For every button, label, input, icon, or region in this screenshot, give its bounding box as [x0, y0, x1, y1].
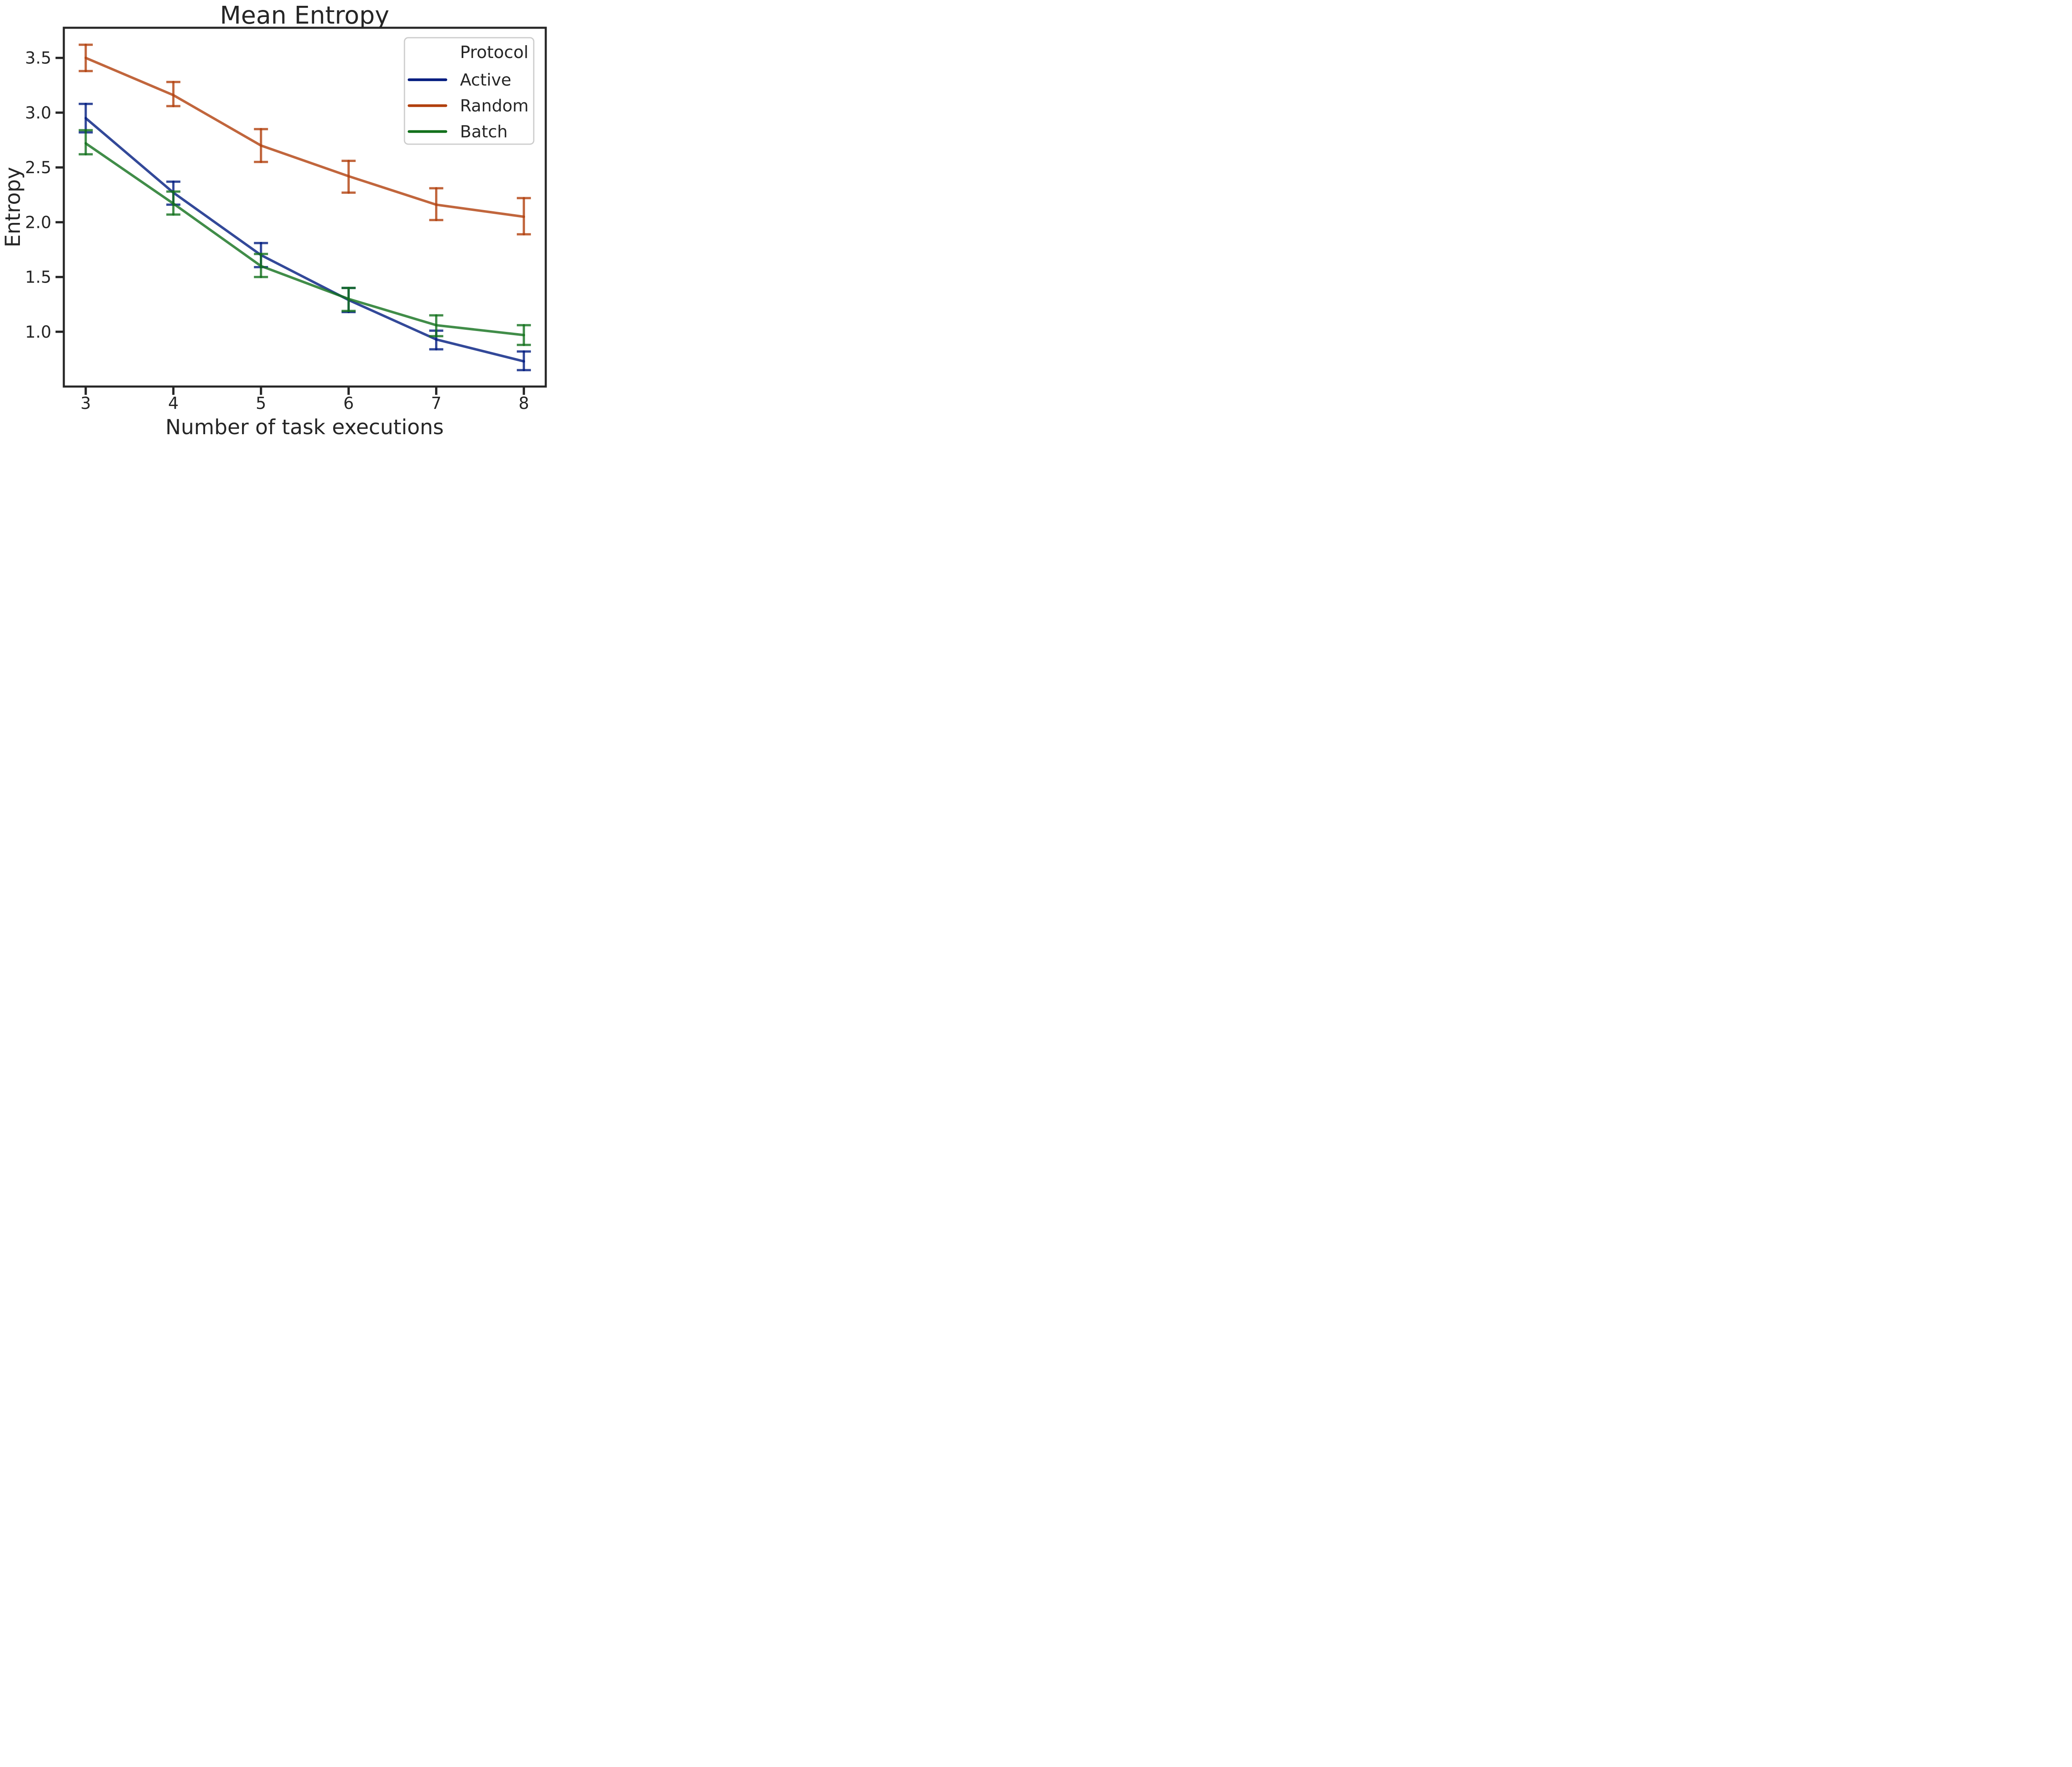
legend-item-random: Random — [407, 97, 529, 116]
legend-label-batch: Batch — [460, 123, 508, 142]
legend-item-batch: Batch — [407, 123, 508, 142]
x-tick-label: 3 — [80, 394, 91, 413]
legend: Protocol Active Random Batch — [404, 37, 535, 145]
y-tick-label: 1.5 — [25, 268, 51, 287]
line-chart: 3 4 5 6 7 8 3.5 3.0 2.5 2.0 1.5 1.0 Mean Entropy Nu… — [1, 1, 547, 439]
x-tick-label: 8 — [518, 394, 529, 413]
legend-title: Protocol — [460, 42, 528, 62]
y-tick-label: 2.0 — [25, 213, 51, 232]
y-axis-label: Entropy — [1, 167, 25, 247]
series-line-batch — [84, 142, 525, 336]
y-tick-label: 3.0 — [25, 104, 51, 123]
legend-box — [404, 37, 535, 145]
series-line-random — [84, 56, 525, 218]
series-line-active — [84, 117, 525, 363]
x-axis-label: Number of task executions — [165, 415, 444, 439]
y-tick-label: 3.5 — [25, 49, 51, 68]
series-batch — [78, 129, 531, 346]
data-series — [78, 44, 531, 372]
x-tick-label: 6 — [344, 394, 354, 413]
x-tick-label: 7 — [431, 394, 441, 413]
figure: 3 4 5 6 7 8 3.5 3.0 2.5 2.0 1.5 1.0 Mean Entropy Nu… — [0, 0, 551, 442]
y-tick-label: 1.0 — [25, 323, 51, 342]
legend-label-active: Active — [460, 71, 511, 90]
y-tick-label: 2.5 — [25, 158, 51, 177]
plot-frame — [63, 27, 547, 388]
chart-title: Mean Entropy — [220, 1, 390, 29]
legend-label-random: Random — [460, 97, 529, 116]
axis-ticks: 3 4 5 6 7 8 3.5 3.0 2.5 2.0 1.5 1.0 — [25, 49, 529, 413]
x-tick-label: 4 — [168, 394, 179, 413]
series-random — [78, 44, 531, 236]
x-tick-label: 5 — [256, 394, 266, 413]
legend-item-active: Active — [407, 71, 511, 90]
